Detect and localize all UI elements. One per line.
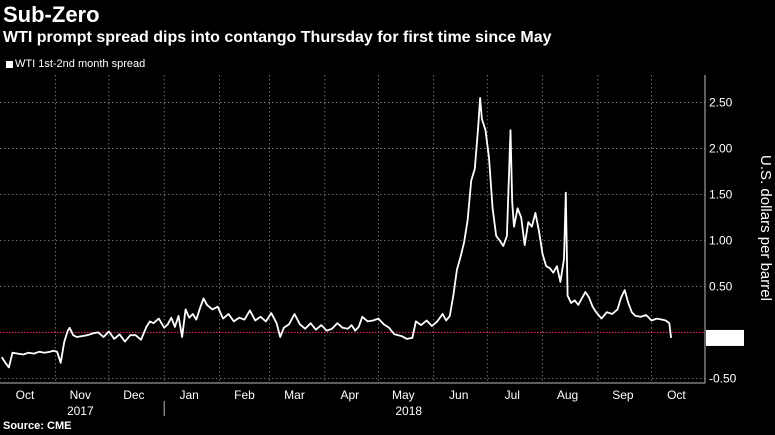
y-tick-label: 2.00 (709, 142, 733, 156)
y-tick-label: 0.50 (709, 279, 733, 293)
last-value-box (706, 329, 744, 346)
axis-layer: 2.50 2.00 1.50 1.00 0.50 -0.50 Oct Nov Dec Jan Feb… (0, 75, 774, 418)
year-label: 2017 (67, 404, 94, 418)
y-tick-label: 1.50 (709, 188, 733, 202)
last-value-label: -0.06 (710, 331, 738, 345)
x-tick-label: Nov (70, 388, 91, 402)
x-tick-label: Jul (505, 388, 520, 402)
series-layer: -0.06 (0, 97, 744, 369)
x-tick-label: Oct (667, 388, 686, 402)
legend: WTI 1st-2nd month spread (6, 58, 145, 70)
x-tick-label: Aug (557, 388, 578, 402)
x-tick-label: Feb (234, 388, 255, 402)
legend-swatch (6, 60, 13, 68)
y-axis-title: U.S. dollars per barrel (757, 155, 774, 301)
x-tick-label: Jun (449, 388, 468, 402)
y-tick-label: 2.50 (709, 96, 733, 110)
chart-subtitle: WTI prompt spread dips into contango Thu… (3, 29, 552, 46)
y-tick-label: 1.00 (709, 233, 733, 247)
y-tick-label: -0.50 (709, 371, 737, 385)
series-line (1, 97, 672, 369)
x-tick-label: Mar (284, 388, 305, 402)
x-tick-label: Jan (180, 388, 199, 402)
x-tick-label: Sep (612, 388, 634, 402)
year-label: 2018 (395, 404, 422, 418)
x-tick-label: Dec (123, 388, 144, 402)
source-note: Source: CME (3, 420, 72, 432)
x-tick-label: Oct (16, 388, 35, 402)
x-tick-label: Apr (340, 388, 359, 402)
grid-layer (0, 75, 705, 383)
chart-title: Sub-Zero (3, 2, 100, 27)
legend-label: WTI 1st-2nd month spread (15, 58, 146, 70)
x-tick-label: May (392, 388, 415, 402)
